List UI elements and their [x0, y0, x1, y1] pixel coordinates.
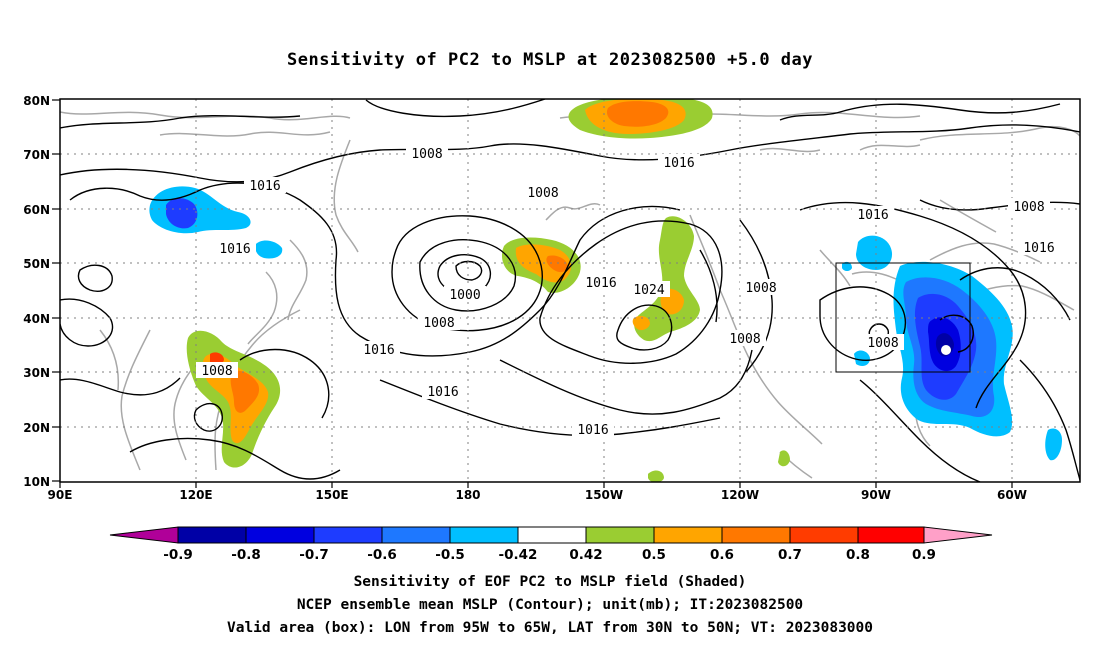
lat-label: 80N — [23, 94, 50, 108]
shade-na-light — [856, 235, 893, 270]
contour-label: 1000 — [449, 288, 480, 303]
shade-nw-blue2 — [166, 198, 198, 229]
shade-na-white — [941, 345, 951, 355]
colorbar-box — [245, 526, 315, 544]
contour-label: 1016 — [585, 276, 616, 291]
contour-label: 1016 — [427, 385, 458, 400]
contour-label: 1008 — [527, 186, 558, 201]
colorbar-box — [313, 526, 383, 544]
shade-ea-red — [210, 352, 224, 365]
colorbar: -0.9 -0.8 -0.7 -0.6 -0.5 -0.42 0.42 0.5 … — [109, 526, 993, 563]
colorbar-box — [449, 526, 519, 544]
colorbar-box — [857, 526, 925, 544]
colorbar-box — [177, 526, 247, 544]
lat-label: 10N — [23, 475, 50, 489]
contour-label: 1016 — [219, 242, 250, 257]
colorbar-box — [653, 526, 723, 544]
lat-label: 60N — [23, 203, 50, 217]
contour-label: 1016 — [1023, 241, 1054, 256]
mslp-contours — [60, 99, 1080, 482]
contour-label: 1008 — [745, 281, 776, 296]
colorbar-label: 0.6 — [710, 547, 734, 563]
map-frame — [59, 98, 1081, 483]
shade-nep-orange2 — [632, 316, 650, 331]
lon-label: 120E — [179, 488, 212, 502]
shade-arctic-darkorange — [606, 101, 669, 127]
colorbar-box — [721, 526, 791, 544]
lon-label: 120W — [721, 488, 759, 502]
shade-nw-blue3 — [255, 240, 283, 259]
lon-label: 180 — [455, 488, 480, 502]
contour-label: 1016 — [663, 156, 694, 171]
contour-label: 1016 — [577, 423, 608, 438]
contour-label: 1008 — [423, 316, 454, 331]
shade-na-light5 — [842, 261, 852, 271]
shade-na-light3 — [1045, 428, 1062, 461]
shade-na-light4 — [854, 350, 870, 366]
colorbar-box — [585, 526, 655, 544]
colorbar-label: 0.8 — [846, 547, 870, 563]
lat-label: 70N — [23, 148, 50, 162]
shade-small-green1 — [648, 470, 664, 482]
lat-label: 20N — [23, 421, 50, 435]
contour-label: 1008 — [411, 147, 442, 162]
colorbar-box — [789, 526, 859, 544]
colorbar-label: -0.6 — [367, 547, 397, 563]
colorbar-label: -0.42 — [499, 547, 538, 563]
lon-label: 150W — [585, 488, 623, 502]
colorbar-label: -0.8 — [231, 547, 261, 563]
colorbar-label: -0.5 — [435, 547, 465, 563]
colorbar-box — [517, 526, 587, 544]
longitude-labels: 90E 120E 150E 180 150W 120W 90W 60W — [48, 488, 1027, 502]
contour-label: 1008 — [729, 332, 760, 347]
contour-labels: 1008 1016 1008 1016 1016 1008 1000 1008 … — [201, 147, 1055, 438]
lon-label: 90E — [48, 488, 73, 502]
lat-label: 40N — [23, 312, 50, 326]
caption-valid-area: Valid area (box): LON from 95W to 65W, L… — [226, 620, 873, 636]
colorbar-label: -0.9 — [163, 547, 193, 563]
lon-label: 150E — [315, 488, 348, 502]
lon-label: 60W — [997, 488, 1027, 502]
lat-label: 50N — [23, 257, 50, 271]
contour-label: 1008 — [867, 336, 898, 351]
colorbar-label: -0.7 — [299, 547, 329, 563]
colorbar-box — [381, 526, 451, 544]
lon-label: 90W — [861, 488, 891, 502]
shade-nw-blue — [149, 186, 251, 234]
contour-label: 1016 — [249, 179, 280, 194]
contour-label: 1008 — [201, 364, 232, 379]
axis-ticks — [52, 99, 1013, 488]
colorbar-label: 0.9 — [912, 547, 936, 563]
plot-title: Sensitivity of PC2 to MSLP at 2023082500… — [286, 50, 813, 70]
colorbar-label: 0.5 — [642, 547, 666, 563]
colorbar-label: 0.7 — [778, 547, 802, 563]
contour-label: 1024 — [633, 283, 664, 298]
contour-label: 1008 — [1013, 200, 1044, 215]
contour-label: 1016 — [363, 343, 394, 358]
shade-ea-darkorange — [230, 370, 260, 413]
caption-contour: NCEP ensemble mean MSLP (Contour); unit(… — [296, 597, 804, 613]
colorbar-tri-left — [109, 526, 179, 544]
caption-shading: Sensitivity of EOF PC2 to MSLP field (Sh… — [353, 574, 747, 590]
valid-area-box — [835, 262, 971, 373]
colorbar-label: 0.42 — [569, 547, 602, 563]
latitude-labels: 80N 70N 60N 50N 40N 30N 20N 10N — [23, 94, 50, 489]
shade-cp-darkorange — [546, 255, 568, 273]
lat-label: 30N — [23, 366, 50, 380]
shade-nep-green — [634, 216, 700, 342]
colorbar-tri-right — [923, 526, 993, 544]
shade-small-green2 — [778, 450, 790, 467]
contour-label: 1016 — [857, 208, 888, 223]
